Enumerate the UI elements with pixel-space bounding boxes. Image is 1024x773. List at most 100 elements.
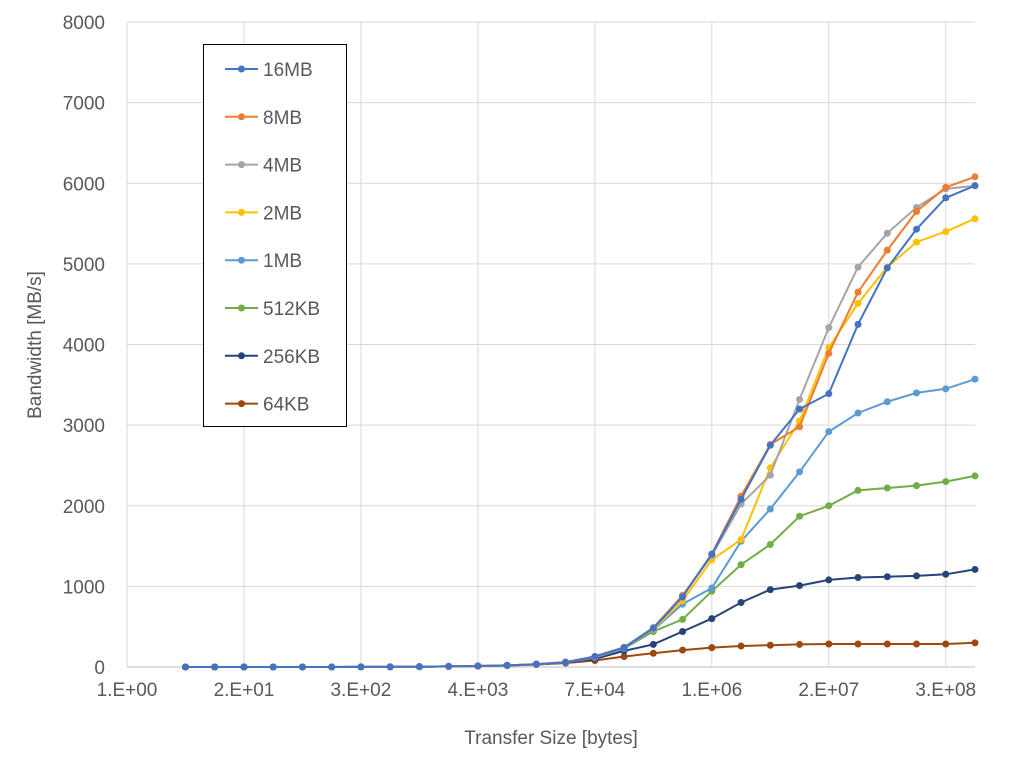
data-point [971, 182, 979, 190]
legend-swatch-marker [238, 161, 245, 169]
y-tick-label: 3000 [63, 416, 105, 437]
data-point [591, 653, 599, 661]
data-point [883, 573, 891, 581]
data-point [825, 640, 833, 648]
data-point [796, 640, 804, 648]
data-point [971, 639, 979, 647]
data-point [708, 550, 716, 558]
data-point [240, 663, 248, 671]
data-point [971, 375, 979, 383]
data-point [913, 238, 921, 246]
x-tick-label: 2.E+01 [214, 680, 275, 701]
data-point [854, 640, 862, 648]
data-point [913, 389, 921, 397]
data-point [298, 663, 306, 671]
x-axis-ticks: 1.E+00 2.E+01 3.E+02 4.E+03 7.E+04 1.E+06 2.E+… [97, 680, 977, 701]
x-tick-label: 7.E+04 [564, 680, 625, 701]
x-tick-label: 3.E+02 [331, 680, 392, 701]
data-point [883, 398, 891, 406]
legend-swatch-marker [238, 304, 245, 312]
data-point [942, 640, 950, 648]
legend-swatch-marker [238, 352, 245, 360]
legend-label: 1MB [263, 251, 302, 272]
data-point [913, 207, 921, 215]
legend-item-4mb: 4MB [225, 156, 302, 177]
series-line [185, 568, 976, 668]
data-point [913, 640, 921, 648]
y-tick-label: 2000 [63, 497, 105, 518]
data-point [825, 390, 833, 398]
data-point [971, 173, 979, 181]
data-point [796, 512, 804, 520]
legend: 16MB 8MB 4MB 2MB 1MB 512KB 256KB 64KB [203, 44, 347, 427]
legend-swatch-marker [238, 65, 245, 73]
data-point [854, 486, 862, 494]
data-point [649, 640, 657, 648]
y-tick-label: 1000 [63, 577, 105, 598]
data-point [796, 423, 804, 431]
data-point [708, 584, 716, 592]
series-line [185, 474, 976, 668]
data-point [181, 663, 189, 671]
data-point [737, 599, 745, 606]
x-tick-label: 3.E+08 [915, 680, 976, 701]
x-tick-label: 1.E+06 [681, 680, 742, 701]
data-point [883, 246, 891, 254]
series-line [185, 184, 976, 668]
data-point [883, 640, 891, 648]
legend-item-8mb: 8MB [225, 108, 302, 129]
legend-item-2mb: 2MB [225, 203, 302, 224]
data-point [796, 405, 804, 413]
x-tick-label: 1.E+00 [97, 680, 158, 701]
data-point [942, 570, 950, 578]
data-point [679, 615, 687, 623]
y-tick-label: 6000 [63, 174, 105, 195]
legend-label: 64KB [263, 395, 309, 416]
legend-swatch-marker [238, 256, 245, 264]
x-tick-label: 4.E+03 [448, 680, 509, 701]
y-axis-title: Bandwidth [MB/s] [25, 271, 46, 419]
y-tick-label: 8000 [63, 13, 105, 34]
data-point [503, 661, 511, 669]
legend-label: 2MB [263, 203, 302, 224]
data-point [532, 660, 540, 668]
data-point [825, 502, 833, 510]
data-point [211, 663, 219, 671]
data-point [737, 536, 745, 544]
data-point [766, 441, 774, 449]
data-point [942, 385, 950, 393]
data-point [971, 565, 979, 573]
legend-box [203, 44, 347, 427]
data-point [649, 649, 657, 657]
data-point [737, 642, 745, 650]
data-point [825, 324, 833, 332]
data-point [854, 263, 862, 271]
data-point [796, 468, 804, 476]
data-point [883, 264, 891, 272]
legend-item-64kb: 64KB [225, 395, 309, 416]
data-point [825, 349, 833, 357]
data-point [913, 572, 921, 580]
data-point [679, 646, 687, 654]
data-point [766, 586, 774, 594]
data-point [796, 395, 804, 403]
data-point [649, 624, 657, 632]
legend-item-1mb: 1MB [225, 251, 302, 272]
data-point [942, 228, 950, 236]
data-point [942, 183, 950, 191]
data-point [679, 593, 687, 601]
series-16mb [181, 182, 979, 671]
data-point [415, 663, 423, 671]
data-point [854, 320, 862, 328]
legend-label: 256KB [263, 347, 320, 368]
data-point [766, 505, 774, 513]
legend-swatch-marker [238, 400, 245, 408]
legend-label: 8MB [263, 108, 302, 129]
data-point [854, 409, 862, 417]
data-point [854, 574, 862, 582]
legend-label: 16MB [263, 60, 313, 81]
data-point [620, 644, 628, 652]
data-point [766, 471, 774, 479]
data-point [474, 662, 482, 670]
